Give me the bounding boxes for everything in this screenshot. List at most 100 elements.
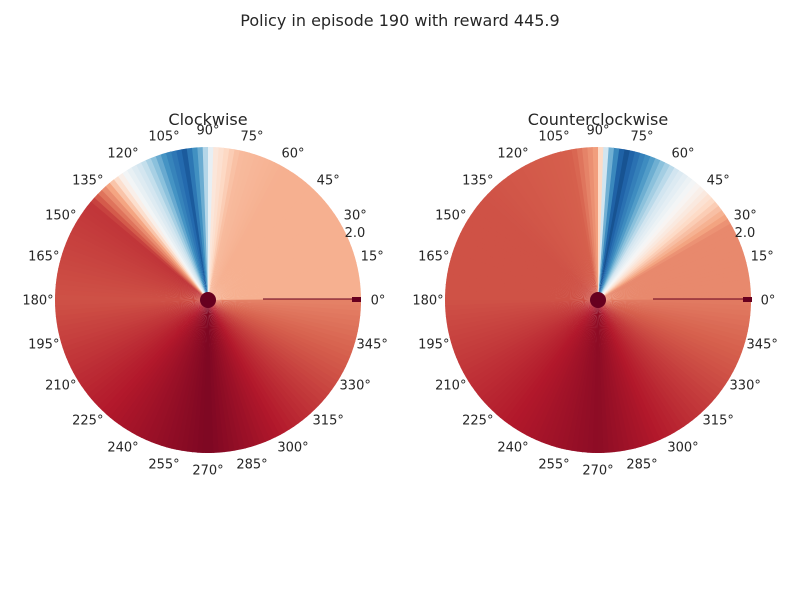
- heatmap-wedge: [93, 193, 208, 300]
- heatmap-wedge: [208, 200, 329, 300]
- heatmap-wedge: [208, 300, 361, 311]
- heatmap-wedge: [57, 268, 208, 300]
- heatmap-wedge: [108, 179, 208, 300]
- heatmap-wedge: [208, 300, 281, 438]
- heatmap-wedge: [449, 257, 598, 300]
- heatmap-wedge: [197, 300, 208, 453]
- heatmap-wedge: [208, 300, 358, 338]
- theta-tick-label: 315°: [703, 414, 734, 429]
- heatmap-wedge: [598, 147, 620, 300]
- heatmap-wedge: [206, 146, 214, 300]
- heatmap-wedge: [507, 173, 598, 300]
- heatmap-wedge: [598, 147, 609, 300]
- theta-tick-label: 105°: [148, 129, 179, 144]
- heatmap-wedge: [471, 300, 598, 391]
- heatmap-wedge: [86, 201, 208, 300]
- heatmap-wedge: [598, 300, 734, 377]
- heatmap-wedge: [598, 300, 729, 386]
- heatmap-wedge: [70, 300, 208, 373]
- heatmap-wedge: [598, 148, 625, 300]
- heatmap-wedge: [117, 173, 208, 300]
- heatmap-wedge: [598, 300, 741, 363]
- heatmap-wedge: [59, 257, 208, 300]
- heatmap-wedge: [598, 175, 693, 300]
- heatmap-wedge: [598, 152, 646, 300]
- heatmap-wedge: [208, 300, 299, 427]
- theta-tick-label: 165°: [418, 250, 449, 265]
- heatmap-wedge: [598, 298, 752, 306]
- heatmap-wedge: [208, 147, 230, 300]
- heatmap-wedge: [598, 162, 670, 300]
- heatmap-wedge: [470, 210, 598, 300]
- heatmap-wedge: [170, 300, 208, 450]
- heatmap-wedge: [448, 262, 598, 300]
- heatmap-wedge: [598, 213, 728, 300]
- heatmap-wedge: [90, 300, 208, 404]
- heatmap-wedge: [181, 300, 208, 452]
- theta-tick-label: 150°: [435, 209, 466, 224]
- heatmap-wedge: [550, 300, 598, 448]
- heatmap-wedge: [462, 300, 598, 378]
- theta-tick-label: 120°: [497, 146, 528, 161]
- heatmap-wedge: [208, 300, 359, 332]
- heatmap-wedge: [598, 151, 641, 300]
- heatmap-wedge: [65, 237, 209, 300]
- heatmap-wedge: [55, 284, 208, 300]
- theta-tick-label: 75°: [240, 129, 263, 144]
- theta-tick-label: 225°: [72, 414, 103, 429]
- plot-title-counterclockwise: Counterclockwise: [528, 110, 668, 129]
- r-tick-label: 2.0: [345, 226, 366, 241]
- heatmap-wedge: [80, 210, 208, 300]
- heatmap-wedge: [460, 300, 598, 373]
- heatmap-wedge: [462, 223, 598, 300]
- heatmap-wedge: [208, 172, 298, 300]
- heatmap-wedge: [90, 197, 208, 300]
- theta-tick-label: 345°: [747, 338, 778, 353]
- heatmap-wedge: [208, 300, 361, 322]
- heatmap-wedge: [480, 300, 598, 404]
- heatmap-wedge: [100, 186, 208, 300]
- theta-tick-label: 345°: [357, 338, 388, 353]
- heatmap-wedge: [118, 300, 208, 428]
- heatmap-wedge: [208, 148, 235, 300]
- heatmap-wedge: [598, 300, 726, 390]
- theta-tick-label: 315°: [313, 414, 344, 429]
- heatmap-wedge: [208, 300, 326, 403]
- theta-tick-label: 300°: [277, 441, 308, 456]
- heatmap-wedge: [598, 200, 719, 300]
- heatmap-wedge: [545, 300, 598, 446]
- heatmap-wedge: [165, 300, 208, 449]
- heatmap-wedge: [512, 300, 598, 431]
- heatmap-wedge: [450, 252, 598, 300]
- heatmap-wedge: [208, 300, 333, 395]
- heatmap-wedge: [72, 300, 208, 378]
- heatmap-wedge: [598, 227, 736, 300]
- heatmap-wedge: [208, 300, 290, 433]
- heatmap-wedge: [598, 300, 709, 411]
- heatmap-wedge: [208, 300, 286, 436]
- heatmap-wedge: [113, 300, 208, 425]
- heatmap-wedge: [598, 300, 732, 382]
- heatmap-wedge: [208, 300, 336, 390]
- heatmap-wedge: [186, 300, 208, 453]
- heatmap-wedge: [511, 170, 598, 300]
- theta-tick-label: 210°: [435, 379, 466, 394]
- theta-tick-label: 255°: [148, 458, 179, 473]
- theta-tick-label: 60°: [671, 146, 694, 161]
- heatmap-wedge: [474, 300, 598, 396]
- heatmap-wedge: [598, 300, 736, 372]
- heatmap-wedge: [598, 159, 666, 300]
- heatmap-wedge: [598, 150, 636, 300]
- heatmap-wedge: [598, 149, 630, 300]
- heatmap-wedge: [480, 197, 598, 300]
- heatmap-wedge: [598, 300, 716, 403]
- heatmap-wedge: [208, 169, 294, 300]
- heatmap-wedge: [131, 300, 208, 436]
- theta-tick-label: 270°: [582, 464, 613, 479]
- theta-tick-label: 285°: [626, 458, 657, 473]
- heatmap-wedge: [598, 192, 712, 300]
- heatmap-wedge: [135, 162, 208, 300]
- heatmap-wedge: [540, 300, 598, 445]
- theta-tick-label: 90°: [196, 124, 219, 139]
